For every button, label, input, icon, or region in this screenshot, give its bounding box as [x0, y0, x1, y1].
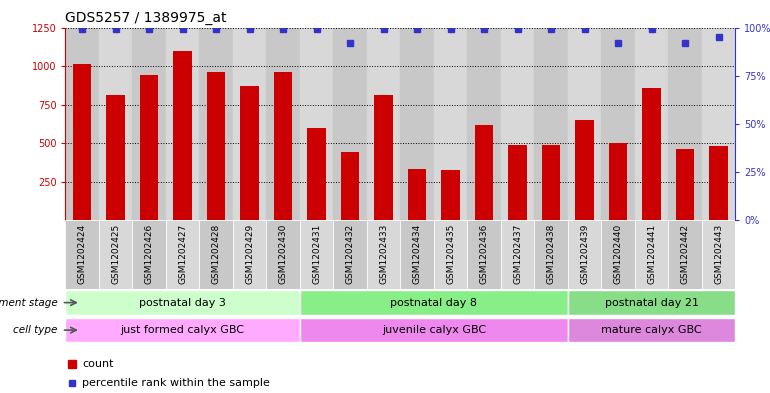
- Bar: [65, 290, 300, 315]
- Text: cell type: cell type: [13, 325, 58, 335]
- Text: GSM1202443: GSM1202443: [714, 224, 723, 284]
- Bar: [475, 125, 494, 220]
- Text: GSM1202437: GSM1202437: [513, 224, 522, 284]
- Text: count: count: [82, 358, 114, 369]
- Text: just formed calyx GBC: just formed calyx GBC: [121, 325, 245, 335]
- Bar: [601, 220, 634, 289]
- Bar: [568, 28, 601, 220]
- Text: GDS5257 / 1389975_at: GDS5257 / 1389975_at: [65, 11, 227, 25]
- Bar: [341, 152, 360, 220]
- Text: GSM1202429: GSM1202429: [245, 224, 254, 284]
- Bar: [408, 169, 427, 220]
- Text: development stage: development stage: [0, 298, 58, 308]
- Bar: [99, 220, 132, 289]
- Bar: [166, 28, 199, 220]
- Bar: [207, 72, 226, 220]
- Bar: [300, 220, 333, 289]
- Bar: [609, 143, 628, 220]
- Text: GSM1202441: GSM1202441: [647, 224, 656, 284]
- Bar: [634, 28, 668, 220]
- Bar: [500, 28, 534, 220]
- Bar: [300, 290, 568, 315]
- Text: postnatal day 21: postnatal day 21: [604, 298, 698, 308]
- Bar: [668, 28, 701, 220]
- Bar: [467, 220, 500, 289]
- Text: GSM1202442: GSM1202442: [681, 224, 690, 284]
- Bar: [65, 318, 300, 342]
- Text: GSM1202439: GSM1202439: [580, 224, 589, 284]
- Bar: [400, 28, 434, 220]
- Bar: [634, 220, 668, 289]
- Bar: [233, 220, 266, 289]
- Bar: [333, 220, 367, 289]
- Text: percentile rank within the sample: percentile rank within the sample: [82, 378, 270, 388]
- Text: GSM1202428: GSM1202428: [212, 224, 221, 284]
- Bar: [266, 28, 300, 220]
- Text: GSM1202438: GSM1202438: [547, 224, 556, 284]
- Bar: [568, 220, 601, 289]
- Text: GSM1202426: GSM1202426: [145, 224, 154, 284]
- Bar: [274, 72, 293, 220]
- Bar: [233, 28, 266, 220]
- Text: mature calyx GBC: mature calyx GBC: [601, 325, 702, 335]
- Bar: [400, 220, 434, 289]
- Bar: [500, 220, 534, 289]
- Text: GSM1202432: GSM1202432: [346, 224, 355, 284]
- Bar: [601, 28, 634, 220]
- Bar: [568, 318, 735, 342]
- Bar: [307, 128, 326, 220]
- Bar: [534, 28, 568, 220]
- Bar: [106, 95, 125, 220]
- Bar: [701, 28, 735, 220]
- Text: GSM1202431: GSM1202431: [312, 224, 321, 284]
- Text: GSM1202425: GSM1202425: [111, 224, 120, 284]
- Bar: [266, 220, 300, 289]
- Text: GSM1202427: GSM1202427: [178, 224, 187, 284]
- Bar: [642, 88, 661, 220]
- Bar: [441, 170, 460, 220]
- Bar: [240, 86, 259, 220]
- Bar: [542, 145, 561, 220]
- Bar: [199, 220, 233, 289]
- Text: postnatal day 3: postnatal day 3: [139, 298, 226, 308]
- Text: GSM1202440: GSM1202440: [614, 224, 623, 284]
- Bar: [65, 220, 99, 289]
- Bar: [300, 28, 333, 220]
- Text: postnatal day 8: postnatal day 8: [390, 298, 477, 308]
- Bar: [676, 149, 695, 220]
- Bar: [166, 220, 199, 289]
- Bar: [132, 220, 166, 289]
- Bar: [199, 28, 233, 220]
- Bar: [73, 64, 92, 220]
- Bar: [668, 220, 701, 289]
- Bar: [709, 146, 728, 220]
- Text: GSM1202434: GSM1202434: [413, 224, 422, 284]
- Bar: [65, 28, 99, 220]
- Bar: [367, 220, 400, 289]
- Text: juvenile calyx GBC: juvenile calyx GBC: [382, 325, 486, 335]
- Bar: [701, 220, 735, 289]
- Bar: [173, 51, 192, 220]
- Bar: [140, 75, 159, 220]
- Bar: [333, 28, 367, 220]
- Bar: [300, 318, 568, 342]
- Bar: [568, 290, 735, 315]
- Bar: [374, 95, 393, 220]
- Bar: [534, 220, 568, 289]
- Bar: [467, 28, 500, 220]
- Bar: [434, 28, 467, 220]
- Bar: [434, 220, 467, 289]
- Bar: [367, 28, 400, 220]
- Text: GSM1202424: GSM1202424: [78, 224, 87, 284]
- Text: GSM1202430: GSM1202430: [279, 224, 288, 284]
- Bar: [508, 145, 527, 220]
- Text: GSM1202436: GSM1202436: [480, 224, 489, 284]
- Bar: [99, 28, 132, 220]
- Text: GSM1202435: GSM1202435: [446, 224, 455, 284]
- Bar: [575, 120, 594, 220]
- Bar: [132, 28, 166, 220]
- Text: GSM1202433: GSM1202433: [379, 224, 388, 284]
